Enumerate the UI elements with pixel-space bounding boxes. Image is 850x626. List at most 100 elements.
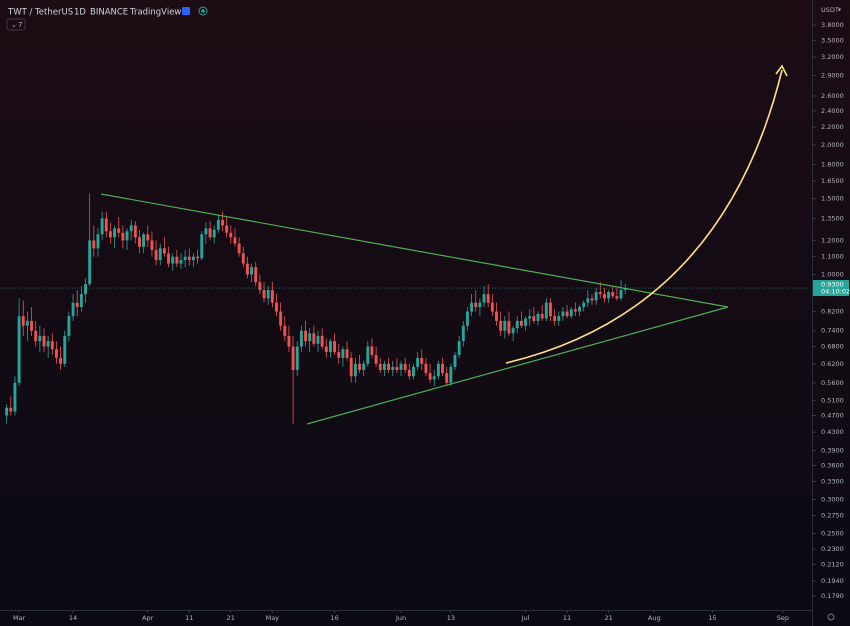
candle-body [474, 302, 478, 308]
candle-body [96, 234, 100, 249]
candle-body [528, 316, 532, 319]
projection-curve [505, 69, 783, 364]
candle-body [295, 346, 299, 370]
candle-body [412, 366, 415, 377]
upper-trendline [100, 193, 729, 308]
candle-body [108, 231, 112, 238]
candle-body [611, 292, 615, 297]
candle-body [138, 237, 141, 247]
indicators-toggle[interactable] [6, 18, 26, 31]
candle-body [245, 263, 249, 275]
candle-body [378, 363, 382, 370]
candle-body [191, 256, 195, 261]
candle-body [312, 333, 316, 344]
candle-body [275, 302, 278, 312]
y-tick-label: 0.3900 [821, 446, 844, 454]
candle-body [532, 316, 536, 321]
y-tick-label: 1.2000 [821, 236, 844, 244]
publisher-icon [182, 7, 190, 15]
candle-body [507, 320, 511, 334]
candle-body [133, 225, 137, 238]
candle-body [71, 302, 75, 317]
settings-icon[interactable] [827, 613, 835, 621]
status-icon [198, 6, 208, 16]
candle-body [578, 307, 581, 312]
candle-body [200, 234, 204, 259]
candle-body [129, 225, 133, 232]
y-tick-label: 2.0000 [821, 141, 844, 149]
candle-body [324, 346, 328, 353]
candle-body [117, 228, 121, 233]
candle-body [59, 357, 63, 364]
y-tick-label: 0.5100 [821, 396, 844, 404]
y-tick-label: 0.6200 [821, 360, 844, 368]
y-tick-label: 0.4700 [821, 412, 844, 420]
candle-body [196, 256, 200, 259]
candle-body [183, 256, 187, 261]
y-tick-label: 1.1000 [821, 253, 844, 261]
candle-body [582, 302, 586, 308]
candle-body [328, 341, 332, 353]
x-tick-label: Apr [142, 614, 154, 622]
source: TradingView [129, 8, 181, 18]
y-tick-label: 0.2300 [821, 545, 844, 553]
y-tick-label: 1.0000 [821, 270, 844, 278]
exchange: BINANCE [90, 8, 128, 18]
candle-body [92, 240, 96, 249]
y-tick-label: 3.2000 [821, 53, 844, 61]
candle-body [162, 248, 166, 254]
candle-body [544, 302, 548, 319]
currency[interactable]: USDT [821, 6, 839, 14]
candle-body [449, 366, 453, 383]
candle-body [229, 232, 233, 238]
candle-body [353, 363, 357, 377]
candle-body [279, 311, 283, 326]
candle-body [17, 316, 21, 383]
candle-body [511, 328, 515, 334]
y-tick-label: 0.5600 [821, 379, 844, 387]
candle-body [63, 335, 67, 364]
x-tick-label: Sep [777, 614, 789, 622]
y-tick-label: 1.3500 [821, 214, 844, 222]
y-tick-label: 1.6500 [821, 177, 844, 185]
candle-body [121, 232, 125, 241]
candle-body [241, 253, 245, 264]
candle-body [565, 311, 569, 317]
candle-body [457, 341, 461, 355]
candle-body [25, 320, 29, 326]
toggle-arrow: ⌄ [11, 21, 17, 29]
candle-body [167, 253, 170, 264]
y-tick-label: 3.8000 [821, 21, 844, 29]
candle-body [387, 363, 391, 370]
candle-body [42, 335, 46, 347]
candle-body [316, 335, 320, 344]
x-tick-label: 21 [604, 614, 612, 622]
x-tick-label: 14 [69, 614, 77, 622]
countdown: 04:10:02 [821, 288, 850, 296]
candle-body [416, 357, 420, 367]
candle-body [158, 248, 162, 261]
x-tick-label: 11 [185, 614, 193, 622]
x-tick-label: 11 [563, 614, 571, 622]
candle-body [216, 219, 220, 230]
candle-body [615, 296, 619, 299]
y-tick-label: 0.8200 [821, 308, 844, 316]
y-tick-label: 0.2500 [821, 529, 844, 537]
status-dot [201, 9, 205, 13]
y-tick-label: 1.5000 [821, 195, 844, 203]
x-tick-label: 13 [447, 614, 455, 622]
candle-body [540, 313, 544, 319]
y-tick-label: 2.9000 [821, 72, 844, 80]
candle-body [349, 357, 353, 377]
candle-body [237, 243, 241, 254]
y-tick-label: 1.8000 [821, 161, 844, 169]
candle-body [420, 357, 424, 364]
candle-body [233, 237, 237, 244]
x-tick-label: May [266, 614, 280, 622]
candle-body [499, 320, 503, 331]
candle-body [55, 349, 58, 358]
candle-body [179, 260, 183, 264]
candle-body [395, 366, 399, 370]
x-tick-label: Aug [648, 614, 661, 622]
candle-body [536, 313, 540, 321]
